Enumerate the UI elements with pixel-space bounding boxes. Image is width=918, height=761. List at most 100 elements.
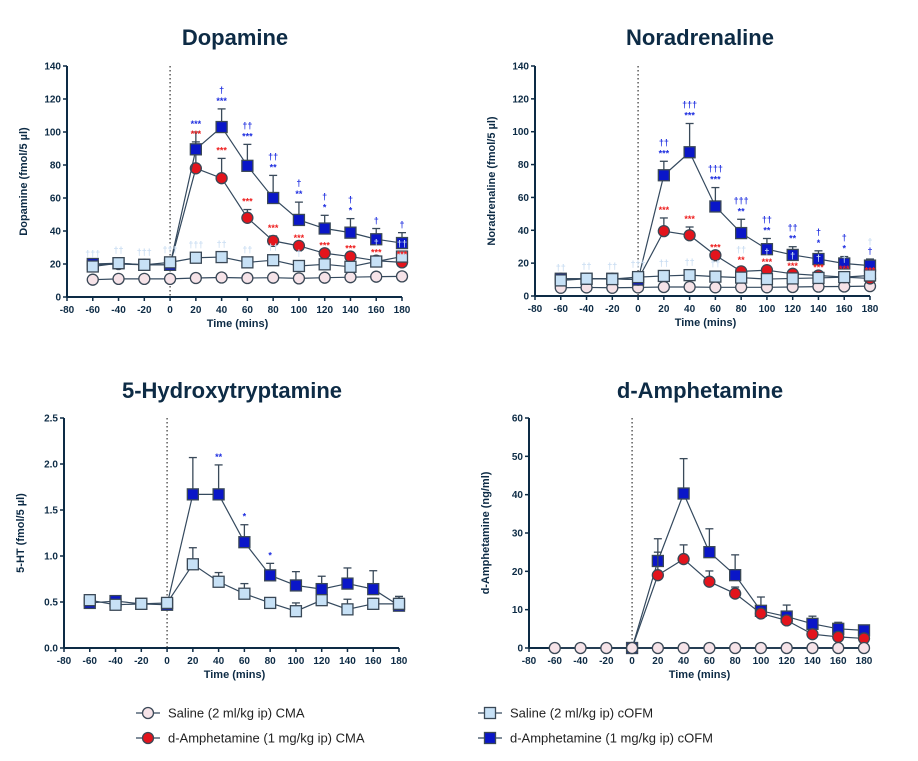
data-point <box>786 248 799 262</box>
significance-label-saline_cofm: ††† <box>137 247 152 257</box>
data-point <box>267 254 280 267</box>
significance-label-amph_cofm: † <box>322 191 327 201</box>
data-point <box>709 249 722 262</box>
data-point <box>729 587 742 600</box>
y-tick-label: 0 <box>523 292 529 303</box>
y-tick-label: 20 <box>512 567 524 578</box>
data-point <box>318 258 331 271</box>
y-tick-label: 2.0 <box>44 460 58 471</box>
data-point <box>138 258 151 271</box>
significance-label-saline_cofm: †† <box>114 245 124 255</box>
significance-label-saline_cofm: ††† <box>188 240 203 250</box>
data-point <box>241 256 254 269</box>
x-tick-label: 100 <box>753 656 770 667</box>
significance-label-amph_cma: *** <box>345 244 356 254</box>
x-tick-label: 20 <box>658 304 670 315</box>
data-point <box>735 226 748 240</box>
data-point <box>367 582 380 596</box>
significance-label-amph_cma: *** <box>268 223 279 233</box>
x-axis-label: Time (mins) <box>204 669 266 681</box>
significance-label-saline_cofm: †† <box>607 261 617 271</box>
data-point <box>709 200 722 213</box>
data-point <box>292 213 306 227</box>
significance-label-amph_cma: *** <box>762 257 773 267</box>
significance-label-amph_cma: *** <box>319 240 330 250</box>
x-tick-label: 140 <box>810 304 827 315</box>
significance-label-saline_cofm: † <box>296 248 301 258</box>
panel-5-hydroxytryptamine: 5-Hydroxytryptamine 0.0 0.5 1.0 1.5 2.0 2.5 -80… <box>15 378 408 681</box>
x-tick-label: 40 <box>678 656 690 667</box>
data-point <box>215 250 228 264</box>
significance-label-amph_cofm: †† <box>242 120 252 130</box>
data-point <box>186 558 199 571</box>
x-tick-label: 120 <box>778 656 795 667</box>
data-point <box>812 252 825 266</box>
x-tick-label: 180 <box>862 304 879 315</box>
data-point <box>574 641 587 655</box>
significance-label-amph_cofm: ** <box>789 234 797 244</box>
data-point <box>112 272 125 286</box>
x-tick-label: 80 <box>265 656 277 667</box>
data-point <box>344 271 357 284</box>
significance-label-saline_cofm: ††† <box>163 244 178 254</box>
significance-label-amph_cma: *** <box>659 205 670 215</box>
significance-label-amph_cofm: † <box>348 195 353 205</box>
x-tick-label: -40 <box>111 305 126 316</box>
x-tick-label: 140 <box>804 656 821 667</box>
data-point <box>554 274 567 287</box>
x-tick-label: -60 <box>83 656 98 667</box>
data-point <box>657 269 670 283</box>
significance-label-amph_cma: *** <box>397 249 408 259</box>
data-point <box>709 270 722 283</box>
y-tick-label: 0.5 <box>44 598 58 609</box>
data-point <box>832 641 845 655</box>
x-tick-label: -60 <box>554 304 569 315</box>
data-point <box>729 641 742 655</box>
data-point <box>189 251 202 264</box>
x-tick-label: 20 <box>652 656 664 667</box>
data-point <box>754 607 768 620</box>
x-tick-label: 20 <box>187 656 199 667</box>
significance-label-amph_cofm: † <box>374 216 379 226</box>
x-tick-label: 160 <box>830 656 847 667</box>
y-tick-label: 100 <box>44 128 61 139</box>
x-tick-label: 180 <box>856 656 873 667</box>
data-point <box>395 236 409 250</box>
x-tick-label: 160 <box>836 304 853 315</box>
y-axis-label: 5-HT (fmol/5 µl) <box>15 493 27 573</box>
data-point <box>238 536 251 549</box>
legend-marker <box>483 706 497 720</box>
data-point <box>83 594 96 607</box>
data-point <box>163 272 177 286</box>
legend-label: Saline (2 ml/kg ip) cOFM <box>510 706 653 721</box>
x-axis-label: Time (mins) <box>669 669 731 681</box>
y-tick-label: 60 <box>518 193 530 204</box>
data-point <box>729 569 742 582</box>
data-point <box>189 162 202 175</box>
y-tick-label: 40 <box>512 490 524 501</box>
y-tick-label: 120 <box>512 94 529 105</box>
data-point <box>264 569 277 582</box>
data-point <box>703 641 716 655</box>
panel-noradrenaline: Noradrenaline 0 20 40 60 80 100 120 140 -80 -60 -40… <box>486 25 879 329</box>
data-point <box>651 569 664 582</box>
x-axis-label: Time (mins) <box>207 318 269 330</box>
y-tick-label: 60 <box>50 194 62 205</box>
significance-label-amph_cofm: † <box>816 227 821 237</box>
significance-label-saline_cofm: †† <box>242 244 252 254</box>
x-tick-label: -80 <box>528 304 543 315</box>
x-tick-label: 80 <box>730 656 742 667</box>
data-point <box>780 641 793 655</box>
data-point <box>786 272 799 285</box>
significance-label-amph_cma: *** <box>787 261 798 271</box>
legend-item-amph_cofm: d-Amphetamine (1 mg/kg ip) cOFM <box>478 731 713 746</box>
data-point <box>703 546 716 559</box>
data-point <box>683 146 696 159</box>
data-point <box>367 597 380 610</box>
data-point <box>215 172 228 185</box>
x-tick-label: 80 <box>268 305 280 316</box>
x-tick-label: 40 <box>213 656 225 667</box>
data-point <box>625 641 639 655</box>
data-point <box>677 487 690 500</box>
